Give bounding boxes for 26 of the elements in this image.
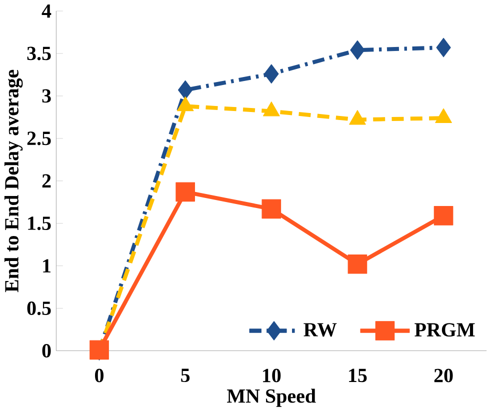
- y-tick-label: 1.5: [28, 216, 51, 230]
- y-tick-label: 2.5: [27, 132, 51, 146]
- point: [178, 80, 193, 100]
- x-axis-title: MN Speed: [227, 388, 316, 407]
- y-tick-label: 3: [42, 89, 51, 102]
- y-axis-title: End to End Delay average: [4, 70, 23, 292]
- y-tick-label: 1: [43, 259, 50, 272]
- point: [262, 199, 282, 218]
- y-tick-label: 0: [42, 344, 51, 358]
- point: [348, 254, 368, 274]
- y-tick-label: 0.5: [27, 301, 51, 315]
- legend-label: PRGM: [414, 322, 475, 336]
- y-tick-label: 4: [42, 4, 52, 18]
- point: [436, 38, 451, 58]
- x-tick-label: 20: [434, 368, 453, 382]
- y-tick-label: 3.5: [27, 46, 51, 60]
- x-tick-label: 5: [181, 368, 190, 382]
- x-tick-label: 15: [349, 368, 367, 382]
- y-tick-label: 2: [42, 174, 51, 188]
- point: [264, 64, 279, 84]
- legend-label: RW: [304, 323, 337, 336]
- point: [176, 182, 195, 202]
- point: [350, 40, 365, 60]
- x-tick-label: 10: [263, 368, 281, 382]
- point: [434, 206, 454, 226]
- x-tick-label: 0: [95, 368, 104, 382]
